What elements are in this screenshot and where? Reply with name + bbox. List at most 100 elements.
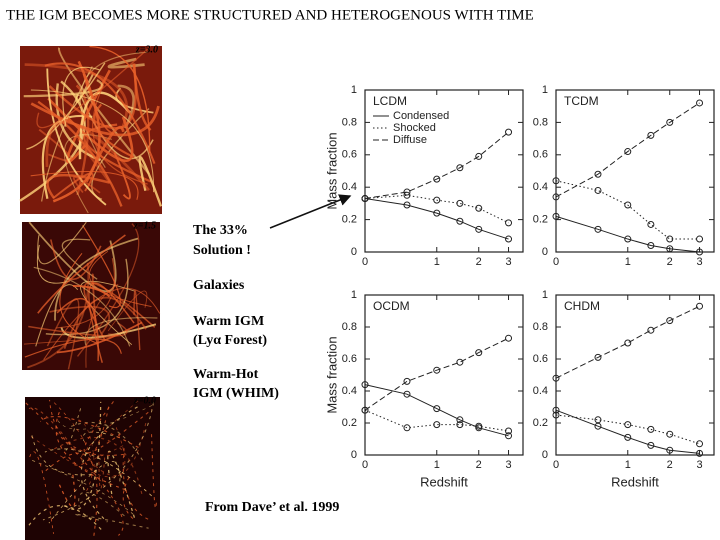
data-point <box>647 242 655 250</box>
data-point <box>624 201 632 209</box>
filament <box>58 470 76 508</box>
filament <box>41 66 93 202</box>
filament <box>61 238 98 280</box>
plot-frame <box>364 294 524 456</box>
data-point <box>552 374 560 382</box>
filament <box>53 402 93 494</box>
y-tick-label: 0.4 <box>533 385 548 397</box>
simulation-image: z=1.5 <box>22 220 161 370</box>
filament <box>37 100 123 207</box>
panel-title: LCDM <box>373 94 407 108</box>
data-point <box>594 416 602 424</box>
data-point <box>624 433 632 441</box>
filament <box>80 406 138 523</box>
image-bg <box>25 397 160 540</box>
series-line <box>364 384 509 437</box>
data-point <box>666 317 674 325</box>
x-tick-label: 1 <box>625 459 631 471</box>
data-point <box>475 422 483 430</box>
data-point <box>361 406 369 414</box>
y-tick-label: 0.8 <box>533 116 548 128</box>
data-point <box>433 366 441 374</box>
x-axis-label: Redshift <box>611 474 659 489</box>
filament <box>25 402 124 536</box>
data-point <box>552 177 560 185</box>
filament <box>33 266 131 347</box>
data-point <box>475 152 483 160</box>
filament <box>36 45 152 129</box>
series-line <box>555 414 700 445</box>
panel-title: CHDM <box>564 299 600 313</box>
data-point <box>505 219 513 227</box>
series-line <box>364 194 509 224</box>
series-line <box>555 305 700 379</box>
data-point <box>647 220 655 228</box>
data-point <box>696 235 704 243</box>
filament <box>27 505 102 530</box>
filament <box>88 282 135 363</box>
y-tick-label: 0.8 <box>533 321 548 333</box>
annotation: IGM (WHIM) <box>193 386 279 401</box>
y-tick-label: 0.4 <box>533 181 548 193</box>
simulation-image: z=3.0 <box>19 44 163 214</box>
filament <box>30 423 126 478</box>
filament <box>58 47 150 175</box>
data-point <box>361 381 369 389</box>
data-point <box>403 201 411 209</box>
chart: 0 0.2 0.4 0.6 0.8 1 0 1 2 3 CHDM Redshift <box>533 289 715 489</box>
filament <box>29 451 54 534</box>
filament <box>82 431 120 442</box>
panel-title: OCDM <box>373 299 410 313</box>
annotation: The 33% <box>193 223 248 238</box>
x-tick-label: 2 <box>476 459 482 471</box>
x-tick-label: 3 <box>505 459 511 471</box>
data-point <box>433 421 441 429</box>
filament <box>133 63 152 132</box>
filament <box>85 125 125 183</box>
annotation: Warm IGM <box>193 314 264 329</box>
plot-frame <box>364 89 524 253</box>
data-point <box>696 440 704 448</box>
filament <box>78 491 125 517</box>
series-line <box>555 215 700 253</box>
filament <box>56 321 143 354</box>
data-point <box>696 449 704 457</box>
data-point <box>624 148 632 156</box>
filament <box>63 296 147 350</box>
data-point <box>666 446 674 454</box>
data-point <box>456 358 464 366</box>
x-tick-label: 0 <box>553 256 559 268</box>
filament <box>82 225 121 308</box>
filament <box>65 408 82 451</box>
series-line <box>555 180 700 240</box>
series-line <box>364 131 509 200</box>
chart: 0 0.2 0.4 0.6 0.8 1 0 1 2 3 LCDM Mass fraction Conde… <box>324 84 524 268</box>
filament <box>45 120 150 192</box>
y-tick-label: 0.8 <box>342 321 357 333</box>
simulation-images: z=3.0 z=1.5 z=0.0 <box>19 44 163 540</box>
data-point <box>624 421 632 429</box>
data-point <box>624 235 632 243</box>
filament <box>133 290 141 351</box>
filament <box>89 422 147 477</box>
filament <box>31 435 93 476</box>
legend-label: Diffuse <box>393 134 427 146</box>
y-tick-label: 0.6 <box>342 353 357 365</box>
image-label: z=3.0 <box>135 44 158 55</box>
filament <box>98 454 106 490</box>
annotation: (Lyα Forest) <box>193 333 267 348</box>
data-point <box>456 416 464 424</box>
y-tick-label: 0 <box>542 246 548 258</box>
data-point <box>505 128 513 136</box>
image-label: z=1.5 <box>133 220 156 231</box>
source: From Dave’ et al. 1999 <box>205 500 339 515</box>
data-point <box>666 235 674 243</box>
y-tick-label: 0.2 <box>342 417 357 429</box>
data-point <box>552 193 560 201</box>
filament <box>46 173 110 199</box>
data-point <box>552 411 560 419</box>
filament <box>74 513 149 529</box>
data-point <box>403 424 411 432</box>
filament <box>49 399 124 456</box>
plot-frame <box>555 89 715 253</box>
